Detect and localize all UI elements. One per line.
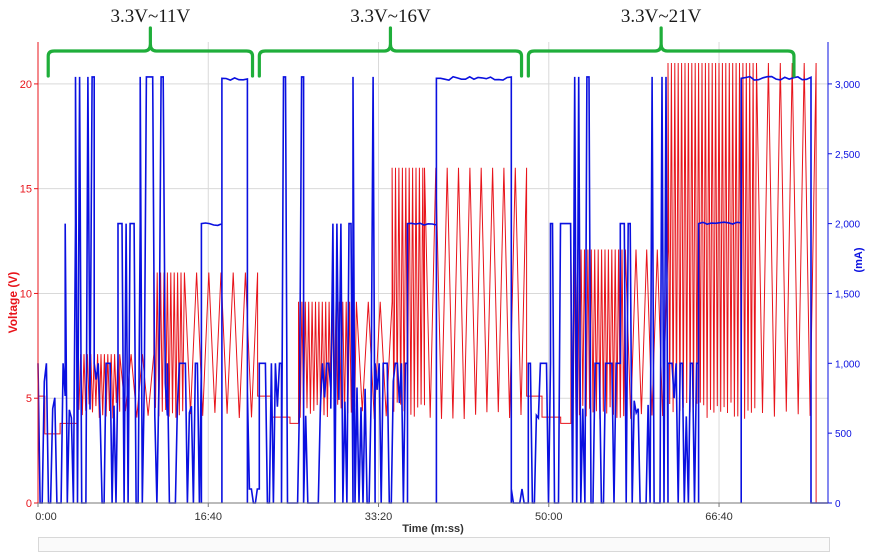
x-tick-label: 50:00 xyxy=(535,511,563,523)
right-tick-label: 1,500 xyxy=(835,289,860,300)
vbus-current-series xyxy=(37,75,828,504)
left-tick-label: 10 xyxy=(20,288,32,300)
x-tick-label: 0:00 xyxy=(35,511,56,523)
y-left-axis-title: Voltage (V) xyxy=(6,272,20,334)
left-tick-label: 5 xyxy=(26,393,32,405)
left-tick-label: 20 xyxy=(20,79,32,91)
x-tick-label: 33:20 xyxy=(365,511,393,523)
legend-box xyxy=(38,537,830,552)
range-label-16v: 3.3V~16V xyxy=(350,6,431,27)
range-bracket xyxy=(257,26,524,78)
left-tick-label: 15 xyxy=(20,184,32,196)
right-tick-label: 2,000 xyxy=(835,220,860,231)
right-tick-label: 3,000 xyxy=(835,80,860,91)
vbus-voltage-line xyxy=(38,62,828,504)
range-bracket xyxy=(526,26,796,78)
y-right-axis-title: (mA) xyxy=(853,247,865,272)
right-tick-label: 1,000 xyxy=(835,359,860,370)
range-brackets xyxy=(46,26,796,78)
range-bracket xyxy=(46,26,255,78)
right-tick-label: 2,500 xyxy=(835,150,860,161)
range-label-11v: 3.3V~11V xyxy=(110,6,191,27)
x-tick-label: 66:40 xyxy=(705,511,733,523)
vbus-voltage-series xyxy=(38,62,828,504)
range-label-21v: 3.3V~21V xyxy=(620,6,702,27)
x-tick-label: 16:40 xyxy=(194,511,222,523)
right-tick-label: 500 xyxy=(835,429,852,440)
x-axis-title: Time (m:ss) xyxy=(402,523,464,535)
right-tick-label: 0 xyxy=(835,499,841,510)
vbus-current-line xyxy=(37,75,828,504)
chart-axes: 0 5 10 15 20 0 500 1,000 1,500 2,000 2,500 3,000 0:0… xyxy=(6,42,865,535)
left-tick-label: 0 xyxy=(26,498,32,510)
